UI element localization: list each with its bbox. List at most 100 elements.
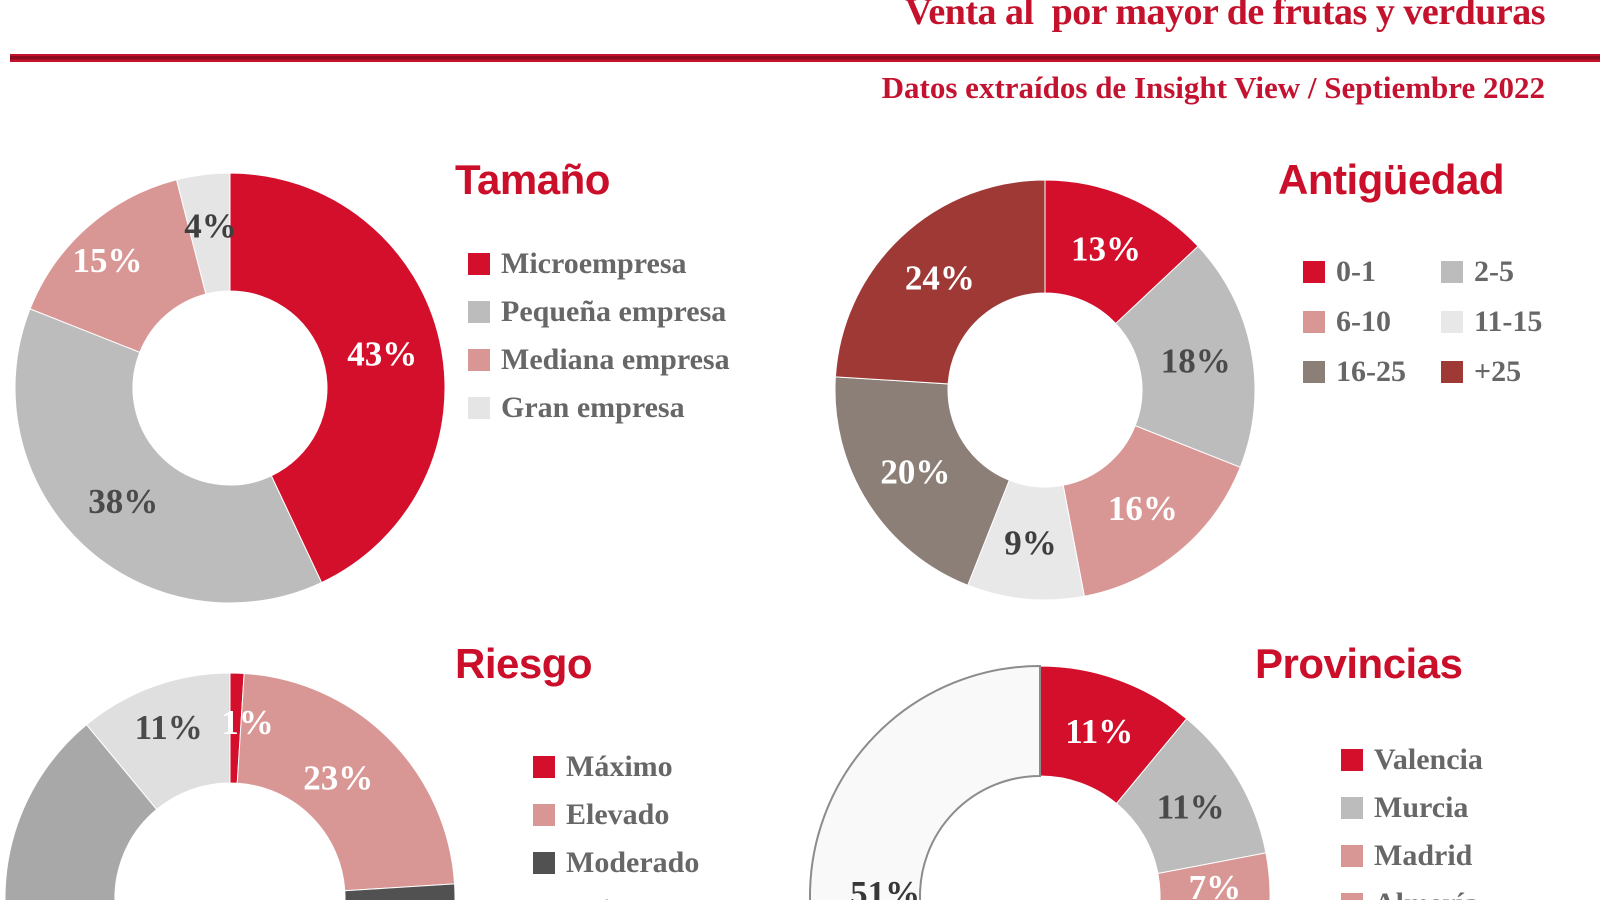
legend-item: Mediana empresa: [468, 344, 730, 376]
legend-label: Pequeña empresa: [501, 295, 727, 328]
pie-segment: [1044, 179, 1199, 325]
legend-label: Madrid: [1374, 839, 1473, 872]
legend-item: Valencia: [1341, 744, 1483, 776]
segment-label: 7%: [1189, 868, 1242, 900]
legend-label: Valencia: [1374, 743, 1483, 776]
segment-label: 1%: [221, 703, 274, 742]
legend-swatch: [468, 349, 490, 371]
segment-label: 24%: [905, 259, 975, 298]
legend-swatch: [468, 301, 490, 323]
donut-chart-riesgo: 1% 23% 11%: [4, 672, 456, 900]
legend-label: Bajo: [566, 895, 626, 900]
segment-label: 15%: [72, 241, 142, 280]
legend-item: +25: [1441, 356, 1542, 388]
pie-segment: [834, 179, 1046, 385]
pie-segment: [1062, 425, 1241, 597]
pie-segment: [4, 723, 158, 900]
segment-label: 4%: [184, 207, 237, 246]
legend-item: Pequeña empresa: [468, 296, 730, 328]
legend-swatch: [1441, 261, 1463, 283]
page-subtitle: Datos extraídos de Insight View / Septie…: [881, 70, 1545, 105]
pie-segment: [809, 664, 1041, 900]
legend-swatch: [1303, 361, 1325, 383]
donut-chart-antigüedad: 13% 18% 16% 9% 20% 24%: [834, 179, 1256, 601]
segment-label: 11%: [135, 708, 203, 747]
legend-label: 11-15: [1474, 305, 1543, 338]
legend-swatch: [468, 253, 490, 275]
segment-label: 9%: [1004, 523, 1056, 562]
legend-swatch: [1341, 797, 1363, 819]
segment-label: 18%: [1161, 342, 1231, 381]
pie-segment: [236, 672, 456, 892]
chart-title-tamano: Tamaño: [455, 156, 610, 203]
pie-segment: [175, 172, 231, 295]
segment-label: 11%: [1065, 712, 1133, 751]
legend-antiguedad: 0-1 2-5 6-10 11-15 16-25 +25: [1303, 256, 1542, 406]
header-divider: [10, 54, 1600, 62]
legend-label: Máximo: [566, 750, 673, 783]
legend-item: 11-15: [1441, 306, 1542, 338]
legend-item: Madrid: [1341, 840, 1483, 872]
legend-provincias: Valencia Murcia Madrid Almería: [1341, 744, 1483, 900]
legend-label: Murcia: [1374, 791, 1469, 824]
legend-item: Microempresa: [468, 248, 730, 280]
legend-label: Moderado: [566, 846, 700, 879]
legend-swatch: [1441, 311, 1463, 333]
pie-segment: [85, 672, 231, 811]
legend-item: 6-10: [1303, 306, 1441, 338]
legend-item: Almería: [1341, 888, 1483, 900]
legend-label: 16-25: [1336, 355, 1406, 388]
pie-segment: [834, 376, 1010, 586]
pie-segment: [229, 172, 446, 584]
legend-item: Bajo: [533, 895, 699, 900]
legend-swatch: [1341, 845, 1363, 867]
legend-label: 0-1: [1336, 255, 1376, 288]
legend-swatch: [533, 804, 555, 826]
pie-segment: [1157, 852, 1271, 900]
pie-segment: [14, 308, 323, 604]
legend-label: Microempresa: [501, 247, 687, 280]
segment-label: 51%: [850, 874, 920, 900]
legend-swatch: [468, 397, 490, 419]
legend-item: 0-1: [1303, 256, 1441, 288]
legend-swatch: [533, 756, 555, 778]
legend-riesgo: Máximo Elevado Moderado Bajo: [533, 751, 699, 900]
legend-label: Elevado: [566, 798, 670, 831]
legend-item: Gran empresa: [468, 392, 730, 424]
legend-swatch: [1303, 311, 1325, 333]
pie-segment: [29, 179, 207, 353]
chart-title-antiguedad: Antigüedad: [1278, 156, 1504, 203]
legend-item: 2-5: [1441, 256, 1542, 288]
legend-item: Murcia: [1341, 792, 1483, 824]
legend-tamano: Microempresa Pequeña empresa Mediana emp…: [468, 248, 730, 440]
segment-label: 23%: [303, 758, 373, 797]
donut-chart-tamaño: 43% 38% 15% 4%: [14, 172, 446, 604]
legend-label: Almería: [1374, 888, 1479, 900]
legend-item: Moderado: [533, 847, 699, 879]
segment-label: 43%: [347, 334, 417, 373]
segment-label: 16%: [1108, 489, 1178, 528]
legend-swatch: [533, 852, 555, 874]
legend-label: +25: [1474, 355, 1522, 388]
legend-swatch: [1303, 261, 1325, 283]
segment-label: 38%: [88, 482, 158, 521]
page-title: Venta al por mayor de frutas y verduras: [904, 0, 1546, 33]
chart-title-riesgo: Riesgo: [455, 640, 593, 687]
legend-label: Mediana empresa: [501, 343, 730, 376]
segment-label: 13%: [1071, 230, 1141, 269]
segment-label: 11%: [1157, 787, 1225, 826]
legend-swatch: [1341, 893, 1363, 900]
legend-item: Elevado: [533, 799, 699, 831]
legend-item: 16-25: [1303, 356, 1441, 388]
donut-chart-provincias: 11% 11% 7% 51%: [809, 664, 1271, 900]
legend-swatch: [1441, 361, 1463, 383]
pie-segment: [1115, 245, 1256, 468]
legend-item: Máximo: [533, 751, 699, 783]
legend-swatch: [1341, 749, 1363, 771]
chart-title-provincias: Provincias: [1255, 640, 1463, 687]
segment-label: 20%: [880, 453, 950, 492]
legend-label: Gran empresa: [501, 391, 685, 424]
pie-segment: [344, 883, 456, 900]
